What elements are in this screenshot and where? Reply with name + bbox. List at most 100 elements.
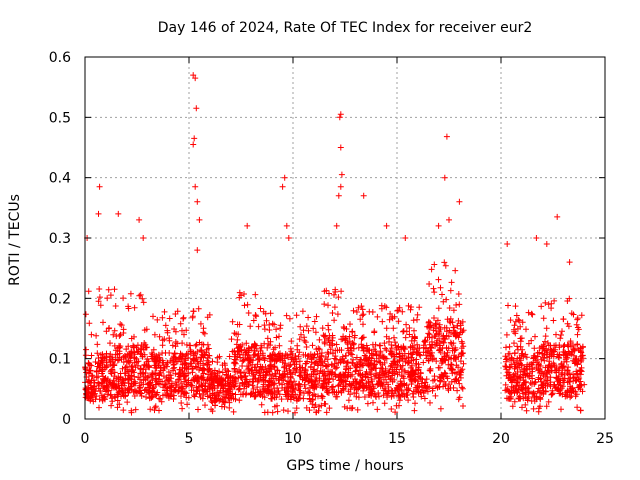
data-point	[295, 395, 301, 402]
data-point	[193, 341, 200, 348]
data-point	[272, 370, 278, 377]
data-point	[302, 351, 309, 358]
data-point	[328, 362, 335, 369]
data-point	[235, 386, 242, 393]
data-point	[274, 367, 281, 374]
data-point	[326, 405, 333, 412]
data-point	[289, 351, 296, 357]
data-point	[326, 332, 333, 339]
data-point	[332, 373, 339, 380]
data-point	[104, 383, 111, 390]
data-point	[292, 382, 299, 389]
data-point	[189, 369, 196, 376]
data-point	[319, 395, 326, 402]
data-point	[201, 330, 208, 337]
data-point	[270, 346, 277, 353]
chart-title: Day 146 of 2024, Rate Of TEC Index for r…	[158, 20, 533, 36]
data-point	[242, 372, 249, 379]
data-point	[321, 301, 328, 308]
data-point	[264, 344, 271, 351]
data-point	[308, 356, 315, 363]
data-point	[325, 326, 332, 333]
data-point	[128, 353, 135, 360]
data-point	[395, 318, 402, 325]
data-point	[270, 352, 277, 359]
data-point	[255, 323, 262, 330]
data-point	[112, 303, 119, 309]
data-point	[253, 367, 260, 374]
data-point	[134, 389, 141, 396]
data-point	[316, 375, 323, 382]
data-point	[178, 400, 185, 406]
data-point	[93, 393, 100, 400]
data-point	[347, 386, 354, 393]
data-point	[117, 321, 124, 328]
data-point	[179, 385, 186, 392]
y-tick-label: 0	[62, 412, 71, 428]
data-point	[176, 354, 183, 361]
data-point	[306, 389, 313, 396]
data-point	[172, 343, 179, 350]
data-point	[403, 328, 410, 335]
data-point	[258, 401, 265, 408]
data-point	[171, 364, 178, 371]
data-point	[343, 352, 349, 359]
x-tick-label: 0	[81, 431, 90, 447]
data-point	[93, 332, 100, 339]
data-point	[303, 404, 310, 411]
data-point	[252, 312, 259, 319]
data-point	[374, 313, 381, 320]
data-point	[369, 381, 376, 388]
data-point	[237, 354, 244, 361]
data-point	[359, 334, 366, 341]
data-point	[297, 373, 304, 380]
data-point	[209, 390, 216, 397]
data-point	[124, 386, 131, 393]
data-point	[325, 350, 332, 357]
data-point	[247, 323, 254, 330]
data-point	[321, 358, 328, 365]
data-point	[149, 389, 156, 395]
data-point	[396, 304, 403, 311]
data-point	[255, 353, 262, 359]
data-point	[349, 328, 356, 335]
data-point	[269, 320, 276, 327]
data-point	[85, 395, 92, 402]
data-point	[212, 402, 219, 409]
data-point	[345, 369, 352, 376]
data-point	[166, 315, 173, 322]
data-point	[323, 409, 330, 416]
data-point	[353, 364, 360, 371]
data-point	[302, 366, 309, 373]
data-point	[195, 406, 201, 413]
data-point	[350, 345, 357, 352]
data-point	[94, 341, 101, 348]
data-point	[180, 314, 187, 321]
grid-layer	[85, 57, 605, 419]
data-point	[257, 305, 264, 312]
data-point	[357, 316, 364, 323]
data-point	[110, 331, 117, 338]
data-point	[141, 327, 148, 334]
x-tick-label: 20	[492, 431, 510, 447]
data-point	[236, 397, 243, 404]
data-point	[146, 395, 153, 402]
data-point	[302, 385, 309, 392]
data-point	[311, 384, 318, 390]
data-point	[252, 291, 259, 298]
data-point	[353, 309, 360, 315]
data-point	[230, 408, 237, 415]
data-point	[234, 321, 241, 328]
data-point	[366, 363, 372, 369]
data-point	[198, 341, 205, 348]
data-point	[99, 397, 106, 404]
data-point	[244, 301, 251, 308]
data-point	[245, 310, 252, 316]
data-point	[220, 399, 227, 405]
data-point	[331, 360, 338, 367]
data-point	[95, 360, 102, 367]
data-point	[281, 370, 288, 377]
data-point	[182, 360, 189, 366]
data-point	[162, 381, 169, 388]
